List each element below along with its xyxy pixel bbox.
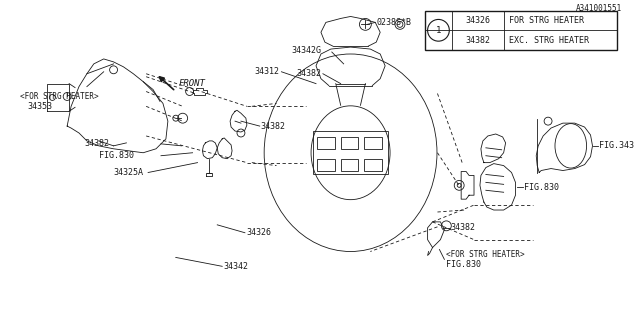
Text: <FOR STRG HEATER>: <FOR STRG HEATER> [20, 92, 99, 101]
Text: A341001551: A341001551 [576, 4, 622, 12]
Text: EXC. STRG HEATER: EXC. STRG HEATER [509, 36, 589, 45]
Bar [424, 11, 617, 50]
Text: 34312: 34312 [255, 67, 280, 76]
Text: FIG.830: FIG.830 [446, 260, 481, 269]
Circle shape [428, 20, 449, 41]
Bar [340, 137, 358, 149]
Text: 34326: 34326 [465, 16, 490, 25]
Text: 34342G: 34342G [291, 45, 321, 54]
Bar [364, 159, 382, 171]
Bar [364, 137, 382, 149]
Text: 34382: 34382 [296, 69, 321, 78]
Text: FIG.343: FIG.343 [600, 141, 634, 150]
Text: 34382: 34382 [260, 122, 285, 131]
Bar [313, 131, 388, 174]
Text: 1: 1 [436, 26, 441, 35]
Text: FIG.830: FIG.830 [99, 151, 134, 160]
Text: 34353: 34353 [28, 102, 52, 111]
Text: 34325A: 34325A [113, 168, 143, 177]
Bar [340, 159, 358, 171]
Text: 34326: 34326 [246, 228, 271, 237]
Text: 0238S*B: 0238S*B [376, 18, 412, 27]
Text: <FOR STRG HEATER>: <FOR STRG HEATER> [446, 250, 525, 259]
Bar [317, 159, 335, 171]
Text: FRONT: FRONT [179, 79, 205, 88]
Text: 34342: 34342 [223, 262, 248, 271]
Text: FIG.830: FIG.830 [524, 183, 559, 192]
Bar [317, 137, 335, 149]
Text: FOR STRG HEATER: FOR STRG HEATER [509, 16, 584, 25]
Text: 34382: 34382 [84, 140, 109, 148]
Text: 34382: 34382 [451, 223, 476, 232]
Text: 34382: 34382 [465, 36, 490, 45]
